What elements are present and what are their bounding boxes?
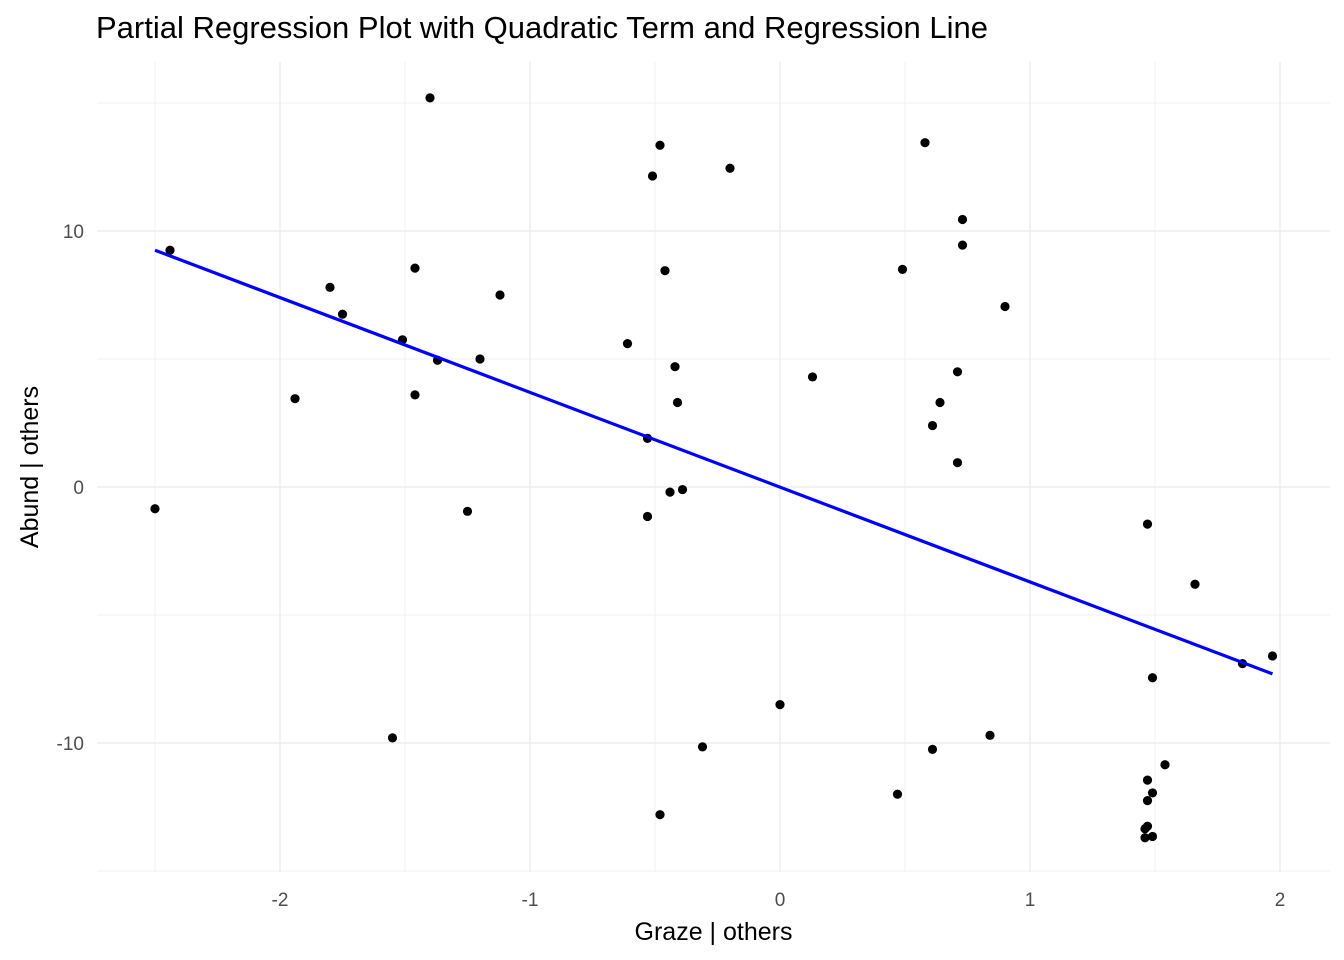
data-point <box>387 733 398 743</box>
data-point <box>495 290 505 300</box>
data-point <box>775 700 785 710</box>
data-point <box>892 789 903 799</box>
data-point <box>672 397 683 408</box>
data-point <box>1147 788 1158 798</box>
data-point <box>642 511 653 522</box>
data-point <box>1147 673 1158 683</box>
x-tick-label: 2 <box>1275 890 1286 911</box>
data-point <box>957 240 968 250</box>
data-point <box>1190 579 1200 589</box>
y-tick-label: 0 <box>73 478 84 499</box>
data-point <box>935 397 945 408</box>
data-point <box>410 390 420 400</box>
data-point <box>1142 821 1153 831</box>
data-point <box>1267 651 1278 661</box>
data-point <box>697 742 708 752</box>
data-point <box>677 484 688 495</box>
data-point <box>1142 775 1153 785</box>
data-point <box>670 362 680 372</box>
data-point <box>1142 519 1153 529</box>
data-point <box>952 367 963 377</box>
data-point <box>807 372 818 382</box>
data-point <box>647 171 658 181</box>
data-point <box>1142 796 1153 806</box>
data-point <box>290 394 300 404</box>
x-tick-label: -1 <box>522 890 539 911</box>
data-point <box>985 730 995 740</box>
data-point <box>410 263 420 273</box>
data-point <box>725 163 735 173</box>
data-point <box>660 266 670 276</box>
regression-line <box>154 248 1274 676</box>
data-point <box>165 245 175 255</box>
x-tick-label: -2 <box>272 890 289 911</box>
y-tick-labels: -10 0 10 <box>57 222 84 755</box>
data-point <box>927 744 938 755</box>
regression-line-group <box>154 248 1274 676</box>
y-axis-title: Abund | others <box>16 386 44 548</box>
data-point <box>1160 760 1170 770</box>
x-tick-label: 1 <box>1025 890 1036 911</box>
data-points <box>150 93 1278 843</box>
data-point <box>655 140 665 150</box>
chart-title: Partial Regression Plot with Quadratic T… <box>96 10 988 45</box>
data-point <box>622 339 633 349</box>
data-point <box>1140 833 1150 843</box>
data-point <box>337 309 348 319</box>
data-point <box>665 487 675 497</box>
x-tick-label: 0 <box>775 890 786 911</box>
data-point <box>655 810 665 820</box>
x-axis-title: Graze | others <box>635 918 793 946</box>
data-point <box>475 354 485 364</box>
data-point <box>920 138 930 148</box>
x-tick-labels: -2 -1 0 1 2 <box>272 890 1286 911</box>
major-grid-lines <box>97 62 1330 872</box>
data-point <box>1147 831 1158 842</box>
y-tick-label: 10 <box>63 222 84 243</box>
data-point <box>927 420 938 431</box>
data-point <box>897 264 908 274</box>
data-point <box>957 214 968 225</box>
data-point <box>1000 301 1010 312</box>
data-point <box>325 282 335 292</box>
y-tick-label: -10 <box>57 734 84 755</box>
minor-grid-lines <box>97 62 1330 872</box>
data-point <box>425 93 435 103</box>
data-point <box>150 504 160 514</box>
data-point <box>462 506 473 516</box>
data-point <box>952 458 963 468</box>
